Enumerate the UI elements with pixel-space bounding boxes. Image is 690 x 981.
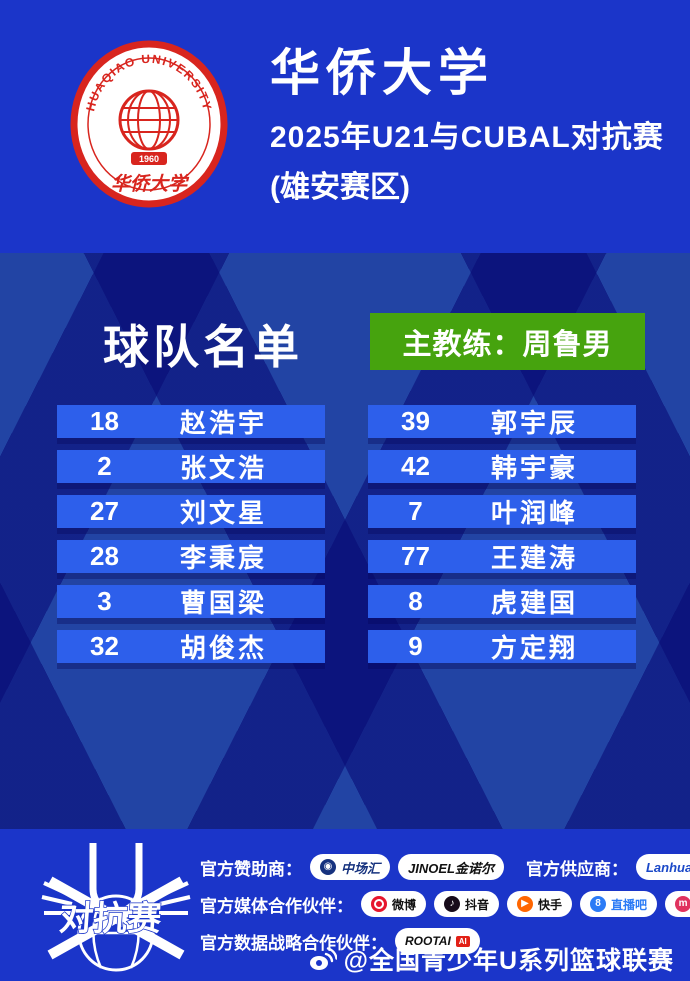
weibo-handle-text: @全国青少年U系列篮球联赛 [343,947,674,975]
sponsor-row-2: 官方媒体合作伙伴： 微博 ♪ 抖音 ▶ 快手 8 直播吧 [200,890,690,918]
weibo-icon [309,947,337,970]
tournament-badge: 对抗赛 [40,837,192,981]
rootai-badge: AI [455,935,470,947]
player-number: 18 [90,406,119,436]
header-titles: 华侨大学 2025年U21与CUBAL对抗赛 (雄安赛区) [270,47,664,206]
player-number: 27 [90,496,119,526]
migu-icon: m [675,896,690,912]
player-name: 胡俊杰 [180,633,268,663]
header: HUAQIAO UNIVERSITY 1960 华侨大学 华侨大学 2025年U… [0,0,690,253]
sponsor-logo-label: JINOEL金诺尔 [408,860,494,876]
player-row: 39 郭宇辰 [368,405,636,438]
player-number: 9 [408,631,423,661]
player-row: 28 李秉宸 [57,540,325,573]
sponsor-block: 官方赞助商： ◉ 中场汇 JINOEL金诺尔 官方供应商： Lanhua 官方媒… [200,853,690,955]
media-logo-label: 快手 [538,897,563,912]
supplier-logo-lanhua: Lanhua [635,854,690,880]
player-row: 32 胡俊杰 [57,630,325,663]
data-partner-logo-label: ROOTAI [405,934,451,948]
player-name: 刘文星 [180,498,268,528]
roster-column-right: 39 郭宇辰 42 韩宇豪 7 叶润峰 77 王建涛 8 虎建国 9 方定翔 [368,405,636,675]
media-logo-migu: m 咪咕视频 [665,891,690,917]
player-row: 2 张文浩 [57,450,325,483]
player-row: 9 方定翔 [368,630,636,663]
player-name: 曹国梁 [180,588,268,618]
supplier-logo-label: Lanhua [645,859,690,875]
zhiboba-icon: 8 [590,896,607,912]
player-row: 27 刘文星 [57,495,325,528]
badge-text: 对抗赛 [58,899,164,938]
event-region: (雄安赛区) [270,170,410,204]
media-label: 官方媒体合作伙伴： [200,896,353,916]
media-logo-weibo: 微博 [361,891,427,917]
seal-bottom-text: 华侨大学 [111,173,190,195]
seal-year: 1960 [139,154,159,164]
kuaishou-icon: ▶ [517,896,534,912]
event-title: 2025年U21与CUBAL对抗赛 [270,120,664,154]
player-number: 28 [90,541,119,571]
player-number: 2 [97,451,112,481]
player-number: 39 [401,406,430,436]
player-name: 虎建国 [491,588,579,618]
sponsor-label: 官方赞助商： [200,859,302,879]
coach-box: 主教练：周鲁男 [370,313,645,370]
player-name: 王建涛 [491,543,579,573]
weibo-handle: @全国青少年U系列篮球联赛 [309,941,674,977]
weibo-icon [371,896,387,912]
player-name: 赵浩宇 [180,408,268,438]
media-logo-douyin: ♪ 抖音 [434,891,500,917]
player-number: 7 [408,496,423,526]
player-name: 韩宇豪 [491,453,579,483]
university-seal-icon: HUAQIAO UNIVERSITY 1960 华侨大学 [70,40,228,208]
player-number: 3 [97,586,112,616]
zhongchanghui-icon: ◉ [320,859,336,875]
player-name: 郭宇辰 [491,408,579,438]
sponsor-logo-zhongchanghui: ◉ 中场汇 [310,854,391,880]
media-logo-label: 直播吧 [611,897,648,912]
player-row: 18 赵浩宇 [57,405,325,438]
player-name: 方定翔 [491,633,579,663]
player-name: 李秉宸 [180,543,268,573]
globe-icon [118,89,180,151]
roster-section: 球队名单 主教练：周鲁男 18 赵浩宇 2 张文浩 27 刘文星 28 李秉宸 3 曹国梁… [0,253,690,829]
player-number: 8 [408,586,423,616]
sponsor-logo-jinoel: JINOEL金诺尔 [398,854,504,880]
media-logo-label: 微博 [392,897,417,912]
supplier-label: 官方供应商： [525,859,628,879]
player-row: 7 叶润峰 [368,495,636,528]
roster-column-left: 18 赵浩宇 2 张文浩 27 刘文星 28 李秉宸 3 曹国梁 32 胡俊杰 [57,405,325,675]
player-number: 42 [401,451,430,481]
player-number: 32 [90,631,119,661]
university-name: 华侨大学 [270,45,494,102]
media-logo-label: 抖音 [465,897,490,912]
sponsor-row-3: 官方数据战略合作伙伴： ROOTAI AI [200,927,690,955]
player-name: 叶润峰 [491,498,579,528]
sponsor-logo-label: 中场汇 [341,860,381,876]
data-partner-logo-rootai: ROOTAI AI [395,928,480,954]
player-name: 张文浩 [180,453,268,483]
roster-title: 球队名单 [103,321,303,373]
player-row: 42 韩宇豪 [368,450,636,483]
footer: 对抗赛 官方赞助商： ◉ 中场汇 JINOEL金诺尔 官方供应商： Lanhua [0,829,690,981]
tournament-badge-icon: 对抗赛 [41,843,191,972]
media-logo-zhiboba: 8 直播吧 [580,891,658,917]
sponsor-row-1: 官方赞助商： ◉ 中场汇 JINOEL金诺尔 官方供应商： Lanhua [200,853,690,881]
media-logo-kuaishou: ▶ 快手 [507,891,573,917]
player-number: 77 [401,541,430,571]
player-row: 77 王建涛 [368,540,636,573]
university-seal: HUAQIAO UNIVERSITY 1960 华侨大学 [70,40,228,213]
player-row: 3 曹国梁 [57,585,325,618]
douyin-icon: ♪ [444,896,461,912]
data-partner-label: 官方数据战略合作伙伴： [200,933,387,953]
player-row: 8 虎建国 [368,585,636,618]
